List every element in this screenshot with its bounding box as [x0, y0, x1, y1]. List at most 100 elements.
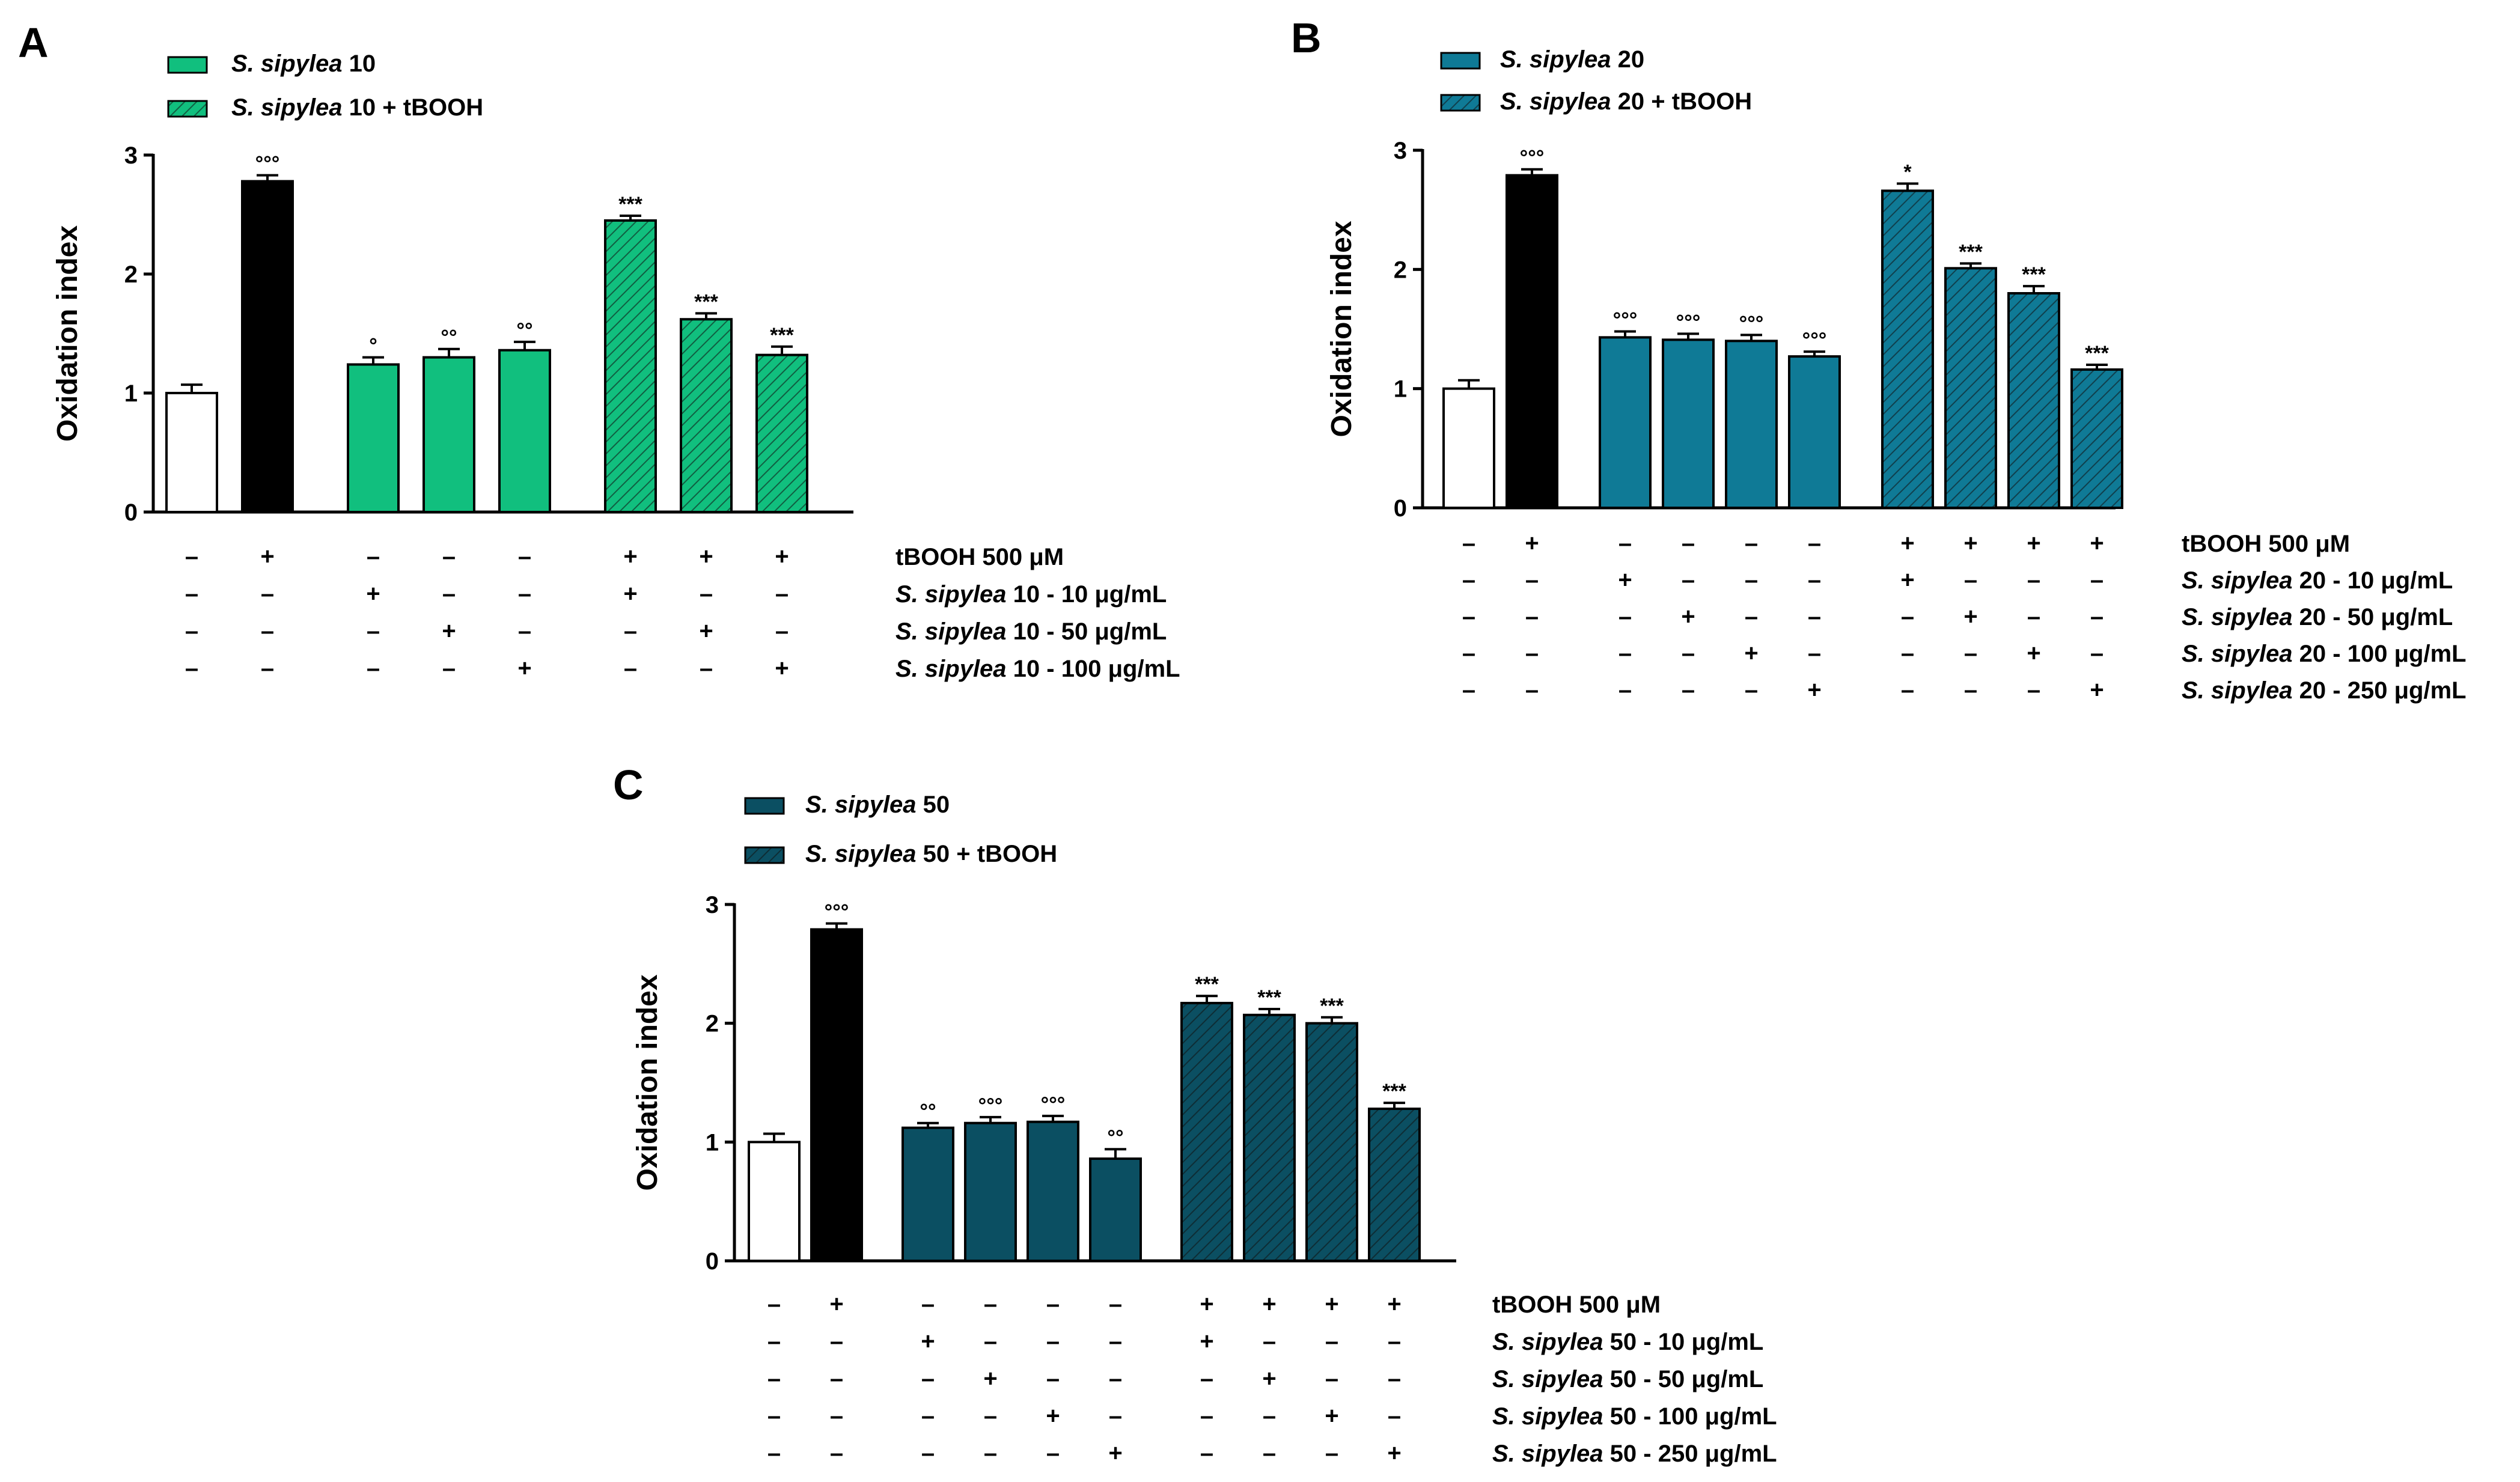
treatment-label-text: tBOOH 500 μM — [2182, 531, 2350, 557]
plus-sign: + — [1046, 1403, 1060, 1429]
minus-sign: – — [767, 1291, 781, 1317]
plus-sign: + — [442, 618, 456, 644]
treatment-label-text: 20 - 250 μg/mL — [2293, 677, 2467, 704]
minus-sign: – — [2027, 567, 2040, 593]
significance-label: *** — [1195, 973, 1219, 996]
plus-sign: + — [1525, 530, 1539, 557]
bar — [680, 318, 733, 513]
minus-sign: – — [367, 618, 380, 644]
significance-label: ° — [369, 335, 377, 358]
minus-sign: – — [1745, 530, 1758, 557]
legend-label: S. sipylea 20 — [1500, 46, 1644, 73]
significance-label: °° — [516, 319, 532, 342]
minus-sign: – — [1325, 1328, 1338, 1355]
treatment-label: S. sipylea 50 - 50 μg/mL — [1492, 1366, 1763, 1392]
treatment-label: S. sipylea 20 - 10 μg/mL — [2182, 567, 2453, 594]
treatment-label-italic: S. sipylea — [895, 618, 1007, 645]
plus-sign: + — [1900, 530, 1914, 557]
bar-group: *** — [680, 290, 733, 513]
minus-sign: – — [1263, 1403, 1276, 1429]
bar — [1881, 189, 1934, 509]
minus-sign: – — [1745, 603, 1758, 630]
legend-swatch-solid — [1440, 52, 1481, 70]
treatment-label: S. sipylea 20 - 250 μg/mL — [2182, 677, 2467, 704]
panel-label: B — [1291, 14, 1322, 61]
bar-group — [1442, 379, 1495, 510]
minus-sign: – — [1388, 1403, 1401, 1429]
y-axis-title: Oxidation index — [1326, 221, 1358, 437]
treatment-row: – – – – + – – – + – S. sipylea 50 - 100 μg/mL — [767, 1403, 1777, 1430]
bar-group: °°° — [810, 901, 863, 1262]
bar — [604, 219, 657, 513]
plus-sign: + — [623, 543, 637, 570]
minus-sign: – — [1682, 640, 1695, 666]
treatment-label: S. sipylea 10 - 50 μg/mL — [895, 618, 1167, 645]
legend-label-text: 20 — [1611, 46, 1645, 73]
bar-group: *** — [1944, 240, 1997, 509]
bar — [964, 1121, 1017, 1262]
bar-group: °°° — [1506, 147, 1558, 509]
minus-sign: – — [1109, 1291, 1122, 1317]
y-tick-label: 0 — [1394, 495, 1407, 522]
minus-sign: – — [830, 1365, 843, 1392]
minus-sign: – — [1808, 603, 1821, 630]
plus-sign: + — [1262, 1291, 1276, 1317]
minus-sign: – — [1525, 567, 1539, 593]
treatment-label-text: 10 - 100 μg/mL — [1007, 656, 1180, 682]
bar-group — [748, 1132, 801, 1263]
significance-label: °° — [441, 326, 457, 349]
bar — [1305, 1022, 1358, 1262]
legend-item: S. sipylea 50 — [744, 791, 950, 818]
minus-sign: – — [185, 618, 198, 644]
significance-label: *** — [2022, 263, 2046, 286]
treatment-label-italic: S. sipylea — [1492, 1441, 1603, 1467]
minus-sign: – — [1618, 530, 1632, 557]
minus-sign: – — [1618, 677, 1632, 703]
legend-swatch-hatched — [1440, 94, 1481, 112]
bar-group: ° — [347, 335, 400, 513]
bar-group: *** — [1305, 995, 1358, 1262]
minus-sign: – — [442, 655, 456, 682]
minus-sign: – — [185, 543, 198, 570]
panel-label: A — [18, 19, 49, 66]
legend-label: S. sipylea 50 — [805, 791, 950, 818]
bar-group: °°° — [1599, 308, 1652, 510]
legend-label: S. sipylea 20 + tBOOH — [1500, 88, 1752, 115]
bar — [1944, 267, 1997, 509]
minus-sign: – — [921, 1403, 935, 1429]
panel-a: A S. sipylea 10S. sipylea 10 + tBOOH0123O… — [18, 19, 1180, 682]
legend-label: S. sipylea 10 — [231, 50, 376, 77]
bar-group: °° — [423, 326, 475, 513]
significance-label: °°° — [255, 153, 280, 175]
bar — [1027, 1120, 1079, 1262]
treatment-label-italic: S. sipylea — [2182, 641, 2293, 667]
minus-sign: – — [1525, 677, 1539, 703]
significance-label: °°° — [1041, 1093, 1066, 1116]
treatment-label: S. sipylea 50 - 100 μg/mL — [1492, 1403, 1777, 1430]
significance-label: °°° — [978, 1094, 1003, 1117]
significance-label: *** — [1382, 1080, 1406, 1103]
bar — [1180, 1002, 1233, 1263]
treatment-label-italic: S. sipylea — [2182, 677, 2293, 704]
treatment-label-text: tBOOH 500 μM — [895, 544, 1064, 570]
bar — [2070, 368, 2123, 510]
minus-sign: – — [830, 1328, 843, 1355]
significance-label: °° — [920, 1100, 936, 1123]
minus-sign: – — [775, 581, 789, 607]
legend-item: S. sipylea 10 — [167, 50, 376, 77]
minus-sign: – — [1682, 677, 1695, 703]
plus-sign: + — [623, 581, 637, 607]
treatment-label-text: 10 - 50 μg/mL — [1007, 618, 1167, 645]
bar — [1368, 1107, 1421, 1263]
minus-sign: – — [984, 1440, 997, 1466]
minus-sign: – — [1745, 567, 1758, 593]
treatment-label-text: 50 - 100 μg/mL — [1603, 1403, 1777, 1430]
significance-label: *** — [2085, 342, 2109, 365]
treatment-label: S. sipylea 20 - 50 μg/mL — [2182, 604, 2453, 630]
minus-sign: – — [261, 655, 274, 682]
bar — [347, 363, 400, 513]
plus-sign: + — [260, 543, 274, 570]
legend-label-italic: S. sipylea — [231, 94, 343, 121]
minus-sign: – — [1901, 677, 1914, 703]
minus-sign: – — [185, 581, 198, 607]
